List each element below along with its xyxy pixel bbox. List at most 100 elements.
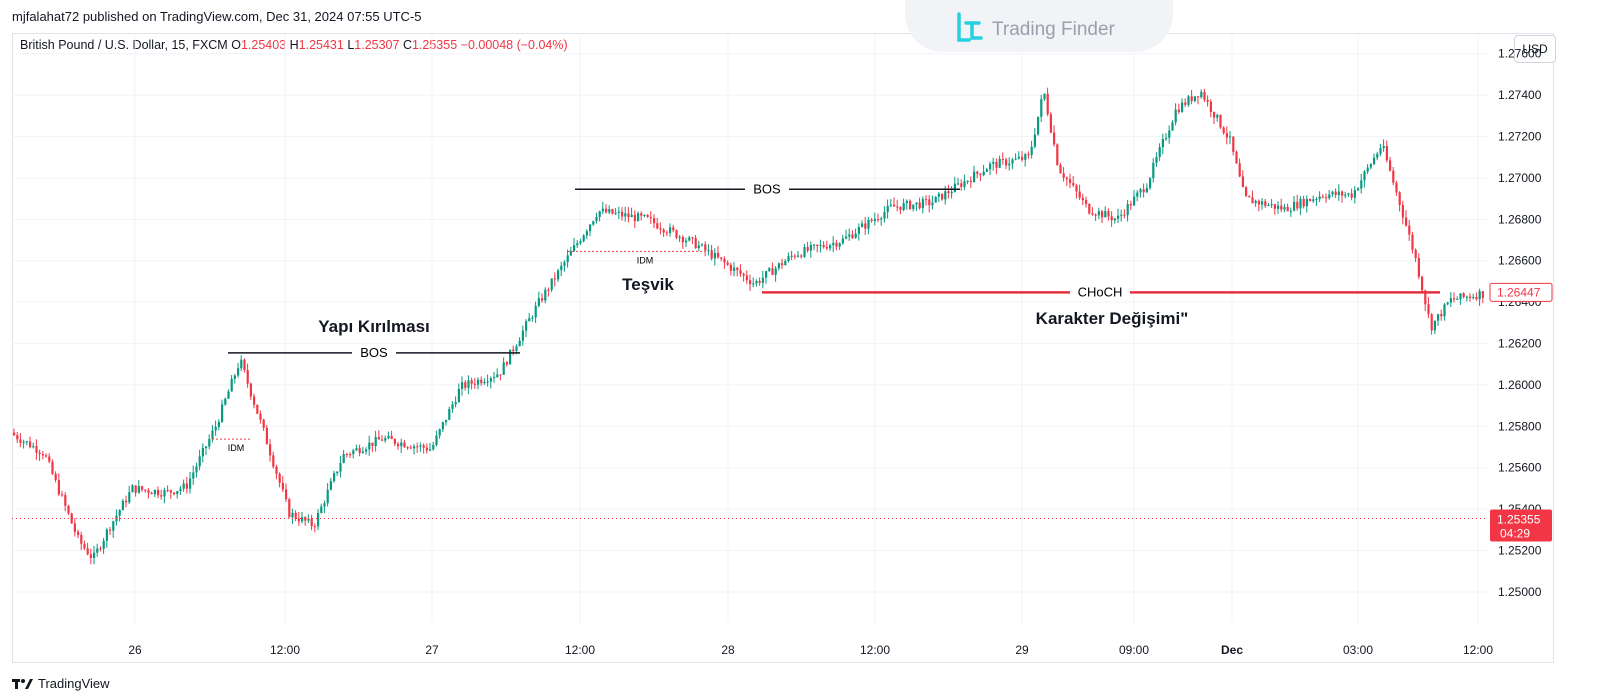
candle-body — [1481, 291, 1484, 298]
candle-body — [403, 442, 406, 448]
candle-body — [1030, 146, 1033, 155]
candle-body — [416, 446, 419, 448]
candle-body — [912, 204, 915, 209]
candle-body — [368, 442, 371, 450]
candle-body — [496, 374, 499, 378]
candle-body — [736, 267, 739, 271]
candle-body — [816, 244, 819, 246]
candle-body — [230, 378, 233, 392]
candle-body — [886, 205, 889, 213]
candle-body — [713, 252, 716, 259]
candle-body — [1472, 297, 1475, 299]
candle-body — [233, 375, 236, 379]
candle-body — [758, 281, 761, 283]
candle-body — [925, 199, 928, 201]
candle-body — [694, 238, 697, 249]
candle-body — [1363, 171, 1366, 181]
candle-body — [761, 277, 764, 283]
candle-body — [1376, 153, 1379, 158]
candle-body — [57, 479, 60, 495]
candle-body — [355, 448, 358, 451]
candle-body — [25, 441, 28, 443]
candle-body — [294, 512, 297, 519]
candle-body — [1037, 116, 1040, 135]
candle-body — [1277, 205, 1280, 209]
candle-body — [1017, 156, 1020, 159]
candle-body — [1357, 188, 1360, 191]
candle-body — [633, 214, 636, 222]
candle-body — [640, 213, 643, 216]
candle-body — [915, 202, 918, 205]
candle-body — [297, 518, 300, 522]
footer-brand[interactable]: TradingView — [12, 676, 110, 691]
candle-body — [966, 180, 969, 182]
candle-body — [493, 377, 496, 379]
candle-body — [198, 456, 201, 467]
candle-body — [889, 204, 892, 206]
candle-body — [1373, 157, 1376, 165]
candle-body — [838, 243, 841, 247]
candle-body — [41, 454, 44, 456]
symbol-legend: British Pound / U.S. Dollar, 15, FXCM O1… — [20, 38, 568, 52]
candle-body — [221, 404, 224, 422]
annotations-layer: BOS BOS IDM IDM CHoCH Yapı Kırılması Teş… — [12, 181, 1488, 519]
open-label: O — [231, 38, 241, 52]
candle-body — [358, 448, 361, 453]
candle-body — [893, 204, 896, 207]
candle-body — [1341, 191, 1344, 196]
candle-body — [595, 216, 598, 222]
axis-layer: 1.27600 1.27400 1.27200 1.27000 1.26800 1.266… — [128, 47, 1541, 657]
candle-body — [317, 512, 320, 527]
candle-body — [1478, 291, 1481, 300]
candle-body — [601, 208, 604, 212]
candle-body — [1088, 203, 1091, 214]
candle-body — [534, 305, 537, 318]
candle-body — [1241, 176, 1244, 188]
candle-body — [1475, 297, 1478, 300]
currency-button[interactable]: USD — [1514, 35, 1556, 63]
candle-body — [192, 472, 195, 479]
candle-body — [1184, 102, 1187, 105]
candle-body — [749, 280, 752, 285]
candle-body — [1027, 154, 1030, 156]
candle-body — [1158, 147, 1161, 157]
x-tick-label: 03:00 — [1343, 643, 1373, 657]
y-tick-label: 1.27600 — [1498, 47, 1542, 61]
candle-body — [857, 226, 860, 234]
candle-body — [1443, 304, 1446, 317]
candle-body — [291, 512, 294, 518]
last-price-label: 1.26447 — [1497, 285, 1541, 299]
candle-body — [989, 163, 992, 170]
candle-body — [182, 483, 185, 489]
candle-body — [614, 212, 617, 214]
candle-body — [528, 318, 531, 322]
candle-body — [819, 244, 822, 246]
candle-body — [1315, 199, 1318, 201]
candle-body — [608, 209, 611, 213]
candle-body — [723, 258, 726, 263]
candle-body — [224, 398, 227, 405]
candle-body — [1392, 170, 1395, 183]
candle-body — [1437, 314, 1440, 321]
candle-body — [704, 244, 707, 251]
candle-body — [1049, 114, 1052, 133]
candle-body — [374, 436, 377, 446]
candle-body — [685, 240, 688, 243]
candle-body — [1155, 156, 1158, 163]
candle-body — [262, 419, 265, 428]
candle-body — [384, 438, 387, 441]
candle-body — [621, 211, 624, 217]
candle-body — [976, 171, 979, 174]
candle-body — [438, 429, 441, 436]
candle-body — [1008, 163, 1011, 166]
candle-body — [259, 413, 262, 420]
candle-body — [765, 271, 768, 278]
candle-body — [326, 489, 329, 504]
candle-body — [1123, 214, 1126, 216]
candle-body — [1229, 136, 1232, 138]
candle-body — [1347, 193, 1350, 195]
candle-body — [1328, 194, 1331, 199]
candle-body — [1385, 146, 1388, 161]
candle-body — [419, 445, 422, 447]
